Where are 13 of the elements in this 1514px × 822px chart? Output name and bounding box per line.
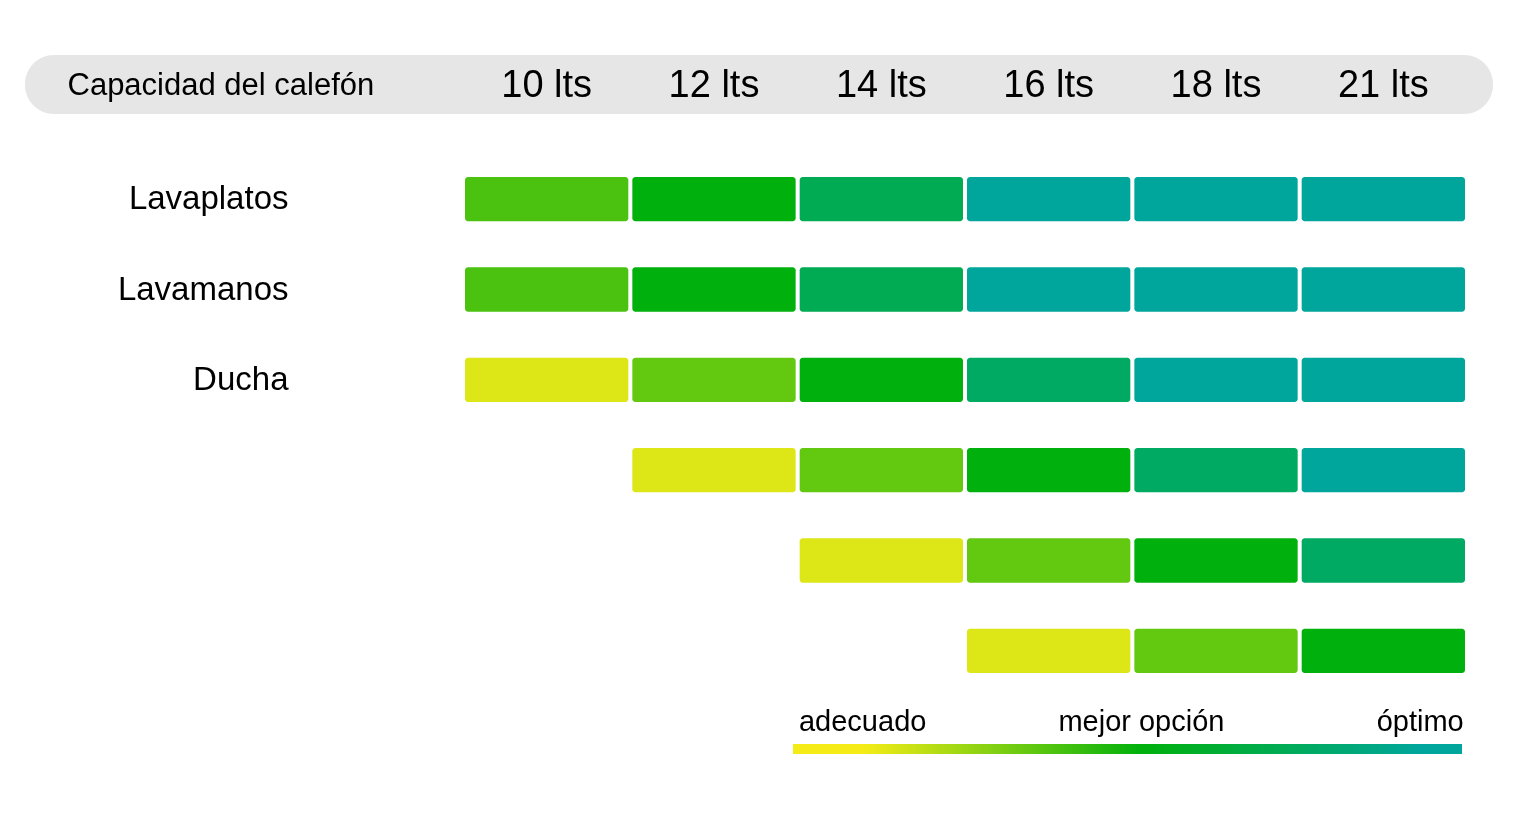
x-tick-label: 12 lts bbox=[668, 62, 760, 105]
y-tick-label: Ducha bbox=[193, 359, 290, 397]
y-tick-label: Lavamanos bbox=[117, 269, 289, 307]
x-tick-label: 10 lts bbox=[501, 62, 593, 105]
color-bar-label: adecuado bbox=[798, 705, 927, 737]
color-bar-label: óptimo bbox=[1376, 705, 1464, 737]
x-tick-label: 16 lts bbox=[1003, 62, 1095, 105]
x-tick-label: 14 lts bbox=[835, 62, 927, 105]
y-tick-label: Lavaplatos bbox=[128, 179, 289, 217]
color-bar-label: mejor opción bbox=[1058, 705, 1225, 737]
x-axis-title: Capacidad del calefón bbox=[67, 66, 375, 102]
x-tick-label: 18 lts bbox=[1170, 62, 1262, 105]
x-tick-label: 21 lts bbox=[1337, 62, 1429, 105]
